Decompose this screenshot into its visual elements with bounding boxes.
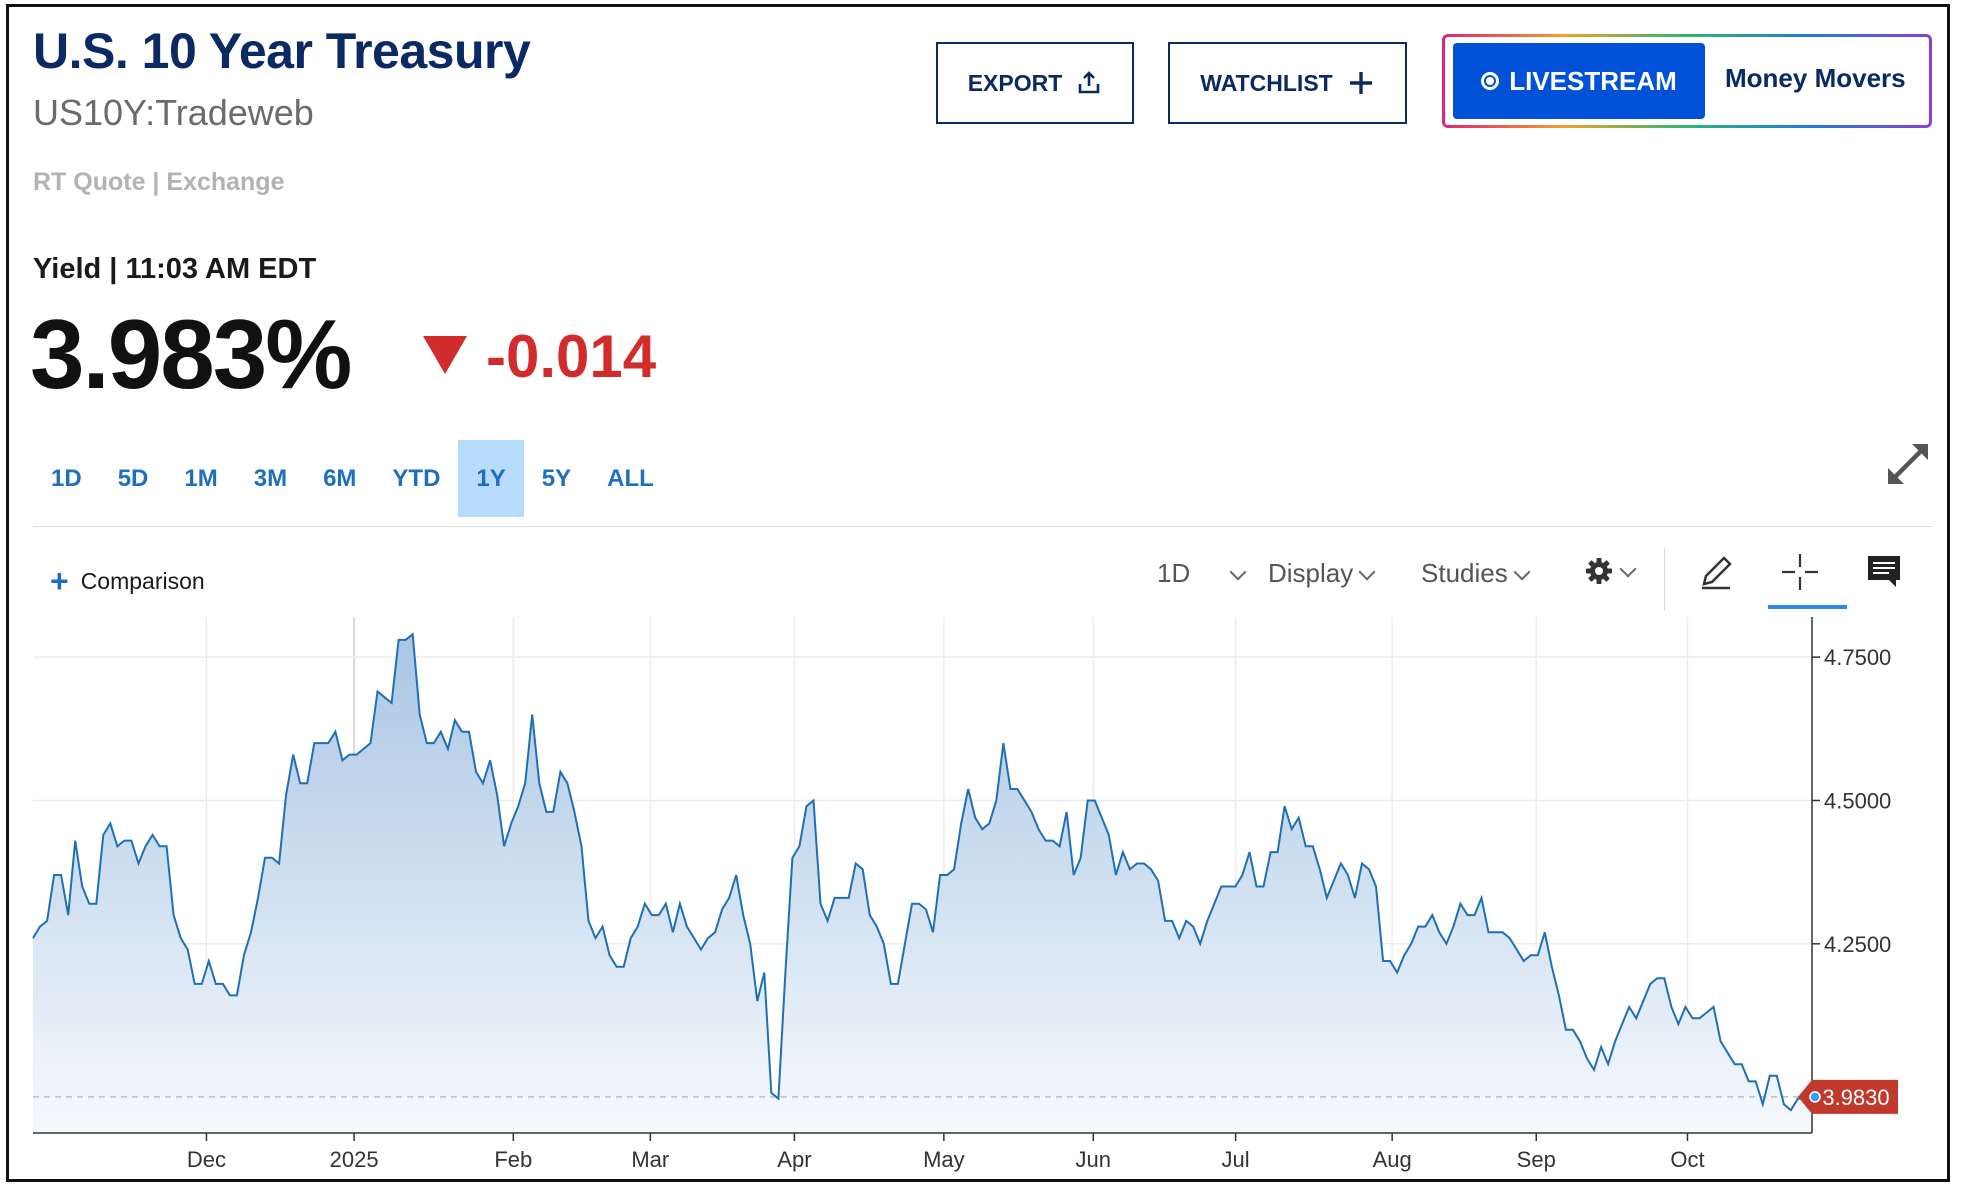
- x-tick-label: Oct: [1670, 1147, 1704, 1172]
- studies-dropdown[interactable]: Studies: [1421, 558, 1531, 589]
- x-tick-label: Sep: [1517, 1147, 1556, 1172]
- range-tab-6m[interactable]: 6M: [323, 464, 357, 492]
- interval-label: 1D: [1157, 558, 1191, 588]
- x-tick-label: Feb: [494, 1147, 532, 1172]
- last-price-label: 3.9830: [1822, 1085, 1889, 1110]
- export-label: EXPORT: [967, 69, 1063, 96]
- expand-icon[interactable]: [1884, 440, 1932, 488]
- x-tick-label: Apr: [777, 1147, 811, 1172]
- x-tick-label: Dec: [187, 1147, 226, 1172]
- down-arrow-icon: [423, 336, 467, 374]
- comment-icon[interactable]: [1864, 552, 1904, 592]
- last-price-flag: [1798, 1079, 1898, 1114]
- price-change: -0.014: [486, 323, 657, 390]
- y-tick-label: 4.7500: [1824, 645, 1891, 670]
- pencil-icon[interactable]: [1696, 552, 1736, 592]
- last-price-dot: [1809, 1091, 1821, 1103]
- x-tick-label: Jul: [1222, 1147, 1250, 1172]
- plus-icon: [1349, 72, 1372, 94]
- x-tick-label: Aug: [1373, 1147, 1412, 1172]
- money-movers-link[interactable]: Money Movers: [1725, 63, 1906, 93]
- page-title: U.S. 10 Year Treasury: [33, 23, 531, 79]
- range-tab-5y[interactable]: 5Y: [541, 464, 572, 492]
- symbol-label: US10Y:Tradeweb: [33, 92, 314, 133]
- price-value: 3.983%: [30, 299, 352, 409]
- livestream-button[interactable]: LIVESTREAM: [1453, 43, 1705, 119]
- quote-source: RT Quote | Exchange: [33, 168, 285, 196]
- range-tab-all[interactable]: ALL: [607, 464, 654, 492]
- display-dropdown[interactable]: Display: [1268, 558, 1376, 589]
- crosshair-active-indicator: [1768, 605, 1847, 609]
- gear-icon: [1586, 558, 1612, 584]
- yield-line[interactable]: [32, 632, 1813, 1112]
- comparison-label: Comparison: [80, 567, 205, 594]
- yield-area: [33, 634, 1812, 1133]
- range-divider: [33, 526, 1932, 527]
- range-tab-1y[interactable]: 1Y: [458, 440, 524, 517]
- x-tick-label: 2025: [330, 1147, 379, 1172]
- x-tick-label: May: [923, 1147, 965, 1172]
- y-tick-label: 4.5000: [1824, 788, 1891, 813]
- watchlist-label: WATCHLIST: [1200, 69, 1333, 96]
- toolbar-divider: [1664, 548, 1665, 610]
- comparison-button[interactable]: + Comparison: [50, 565, 205, 597]
- y-tick-label: 4.2500: [1824, 932, 1891, 957]
- x-tick-label: Jun: [1076, 1147, 1111, 1172]
- upload-icon: [1078, 71, 1100, 94]
- plus-icon: +: [50, 563, 69, 599]
- range-tab-1m[interactable]: 1M: [184, 464, 218, 492]
- livestream-panel: LIVESTREAM Money Movers: [1442, 34, 1932, 128]
- range-tab-3m[interactable]: 3M: [253, 464, 288, 492]
- livestream-label: LIVESTREAM: [1509, 65, 1677, 96]
- range-selector: 1D 5D 1M 3M 6M YTD 1Y 5Y ALL: [33, 440, 672, 517]
- crosshair-icon[interactable]: [1780, 552, 1820, 592]
- studies-label: Studies: [1421, 558, 1508, 588]
- interval-dropdown[interactable]: 1D: [1157, 558, 1247, 589]
- watchlist-button[interactable]: WATCHLIST: [1168, 42, 1407, 124]
- export-button[interactable]: EXPORT: [936, 42, 1134, 124]
- display-label: Display: [1268, 558, 1354, 588]
- range-tab-ytd[interactable]: YTD: [392, 464, 441, 492]
- range-tab-1d[interactable]: 1D: [51, 464, 82, 492]
- range-tab-5d[interactable]: 5D: [117, 464, 149, 492]
- livestream-dot-icon: [1481, 72, 1500, 90]
- x-tick-label: Mar: [631, 1147, 669, 1172]
- settings-dropdown[interactable]: [1584, 556, 1637, 586]
- yield-timestamp: Yield | 11:03 AM EDT: [33, 253, 317, 285]
